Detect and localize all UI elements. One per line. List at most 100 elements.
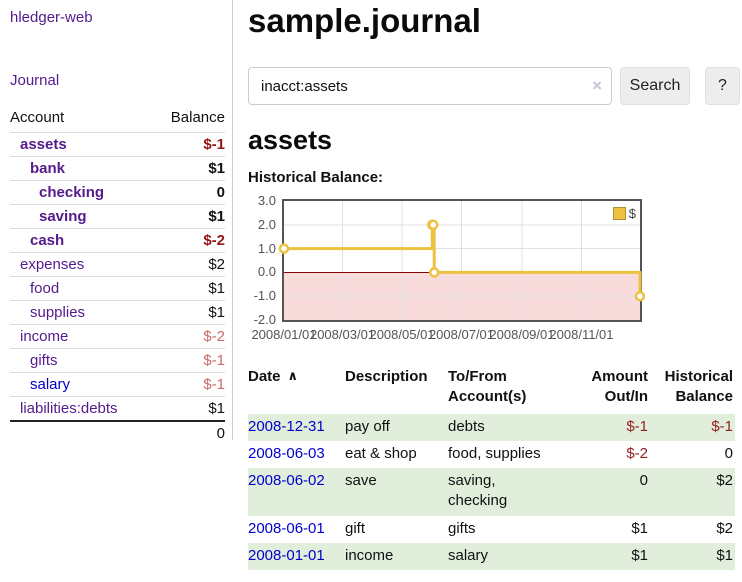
- transaction-date-link[interactable]: 2008-12-31: [248, 417, 325, 435]
- transaction-date-link[interactable]: 2008-06-02: [248, 472, 325, 489]
- transaction-date-link[interactable]: 2008-06-03: [248, 444, 325, 462]
- accounts-col-balance: Balance: [170, 109, 225, 126]
- y-tick-label: 3.0: [257, 193, 276, 208]
- cell-description: save: [345, 472, 377, 489]
- account-balance: $-2: [203, 232, 225, 249]
- cell-description: gift: [345, 519, 366, 537]
- sidebar-account-supplies[interactable]: supplies: [30, 304, 86, 321]
- sidebar-account-checking[interactable]: checking: [39, 184, 105, 201]
- chart-title: Historical Balance:: [248, 169, 384, 186]
- transaction-row: 2008-12-31 pay off debts $-1 $-1: [248, 413, 735, 441]
- col-accounts: To/From Account(s): [448, 368, 527, 406]
- sidebar-account-cash[interactable]: cash: [30, 232, 65, 249]
- cell-description: pay off: [345, 417, 390, 435]
- search-button[interactable]: Search: [620, 67, 690, 105]
- x-tick-label: 2008/01/01: [251, 327, 317, 342]
- cell-date: 2008-01-01: [248, 543, 345, 570]
- account-balance: $2: [208, 256, 225, 273]
- account-balance: 0: [216, 184, 225, 201]
- cell-date: 2008-12-31: [248, 414, 345, 441]
- account-balance: $-2: [203, 328, 225, 345]
- col-balance: Historical Balance: [664, 368, 733, 406]
- cell-description: eat & shop: [345, 444, 417, 462]
- account-heading: assets: [248, 125, 333, 155]
- clear-search-icon[interactable]: ×: [592, 76, 602, 96]
- accounts-total-balance: 0: [152, 420, 225, 445]
- sidebar-account-assets[interactable]: assets: [20, 136, 67, 153]
- accounts-total-row: 0: [10, 420, 225, 445]
- account-row: income $-2: [10, 324, 225, 349]
- cell-accounts: food, supplies: [448, 444, 541, 462]
- sidebar: hledger-web Journal Account Balance asse…: [0, 0, 233, 445]
- help-button[interactable]: ?: [705, 67, 740, 105]
- account-row: food $1: [10, 276, 225, 301]
- cell-amount: $-2: [626, 444, 648, 462]
- y-tick-label: -2.0: [253, 312, 276, 327]
- cell-amount: 0: [639, 472, 648, 489]
- chart-x-axis: 2008/01/01 2008/03/01 2008/05/01 2008/07/01…: [251, 327, 640, 342]
- transaction-date-link[interactable]: 2008-01-01: [248, 546, 325, 564]
- legend-label: $: [628, 206, 636, 221]
- accounts-header-row: Account Balance: [10, 106, 225, 133]
- account-balance: $-1: [203, 136, 225, 153]
- cell-balance: $1: [716, 546, 733, 564]
- sidebar-account-salary[interactable]: salary: [30, 376, 71, 393]
- cell-amount: $-1: [626, 417, 648, 435]
- sidebar-account-income[interactable]: income: [20, 328, 69, 345]
- cell-balance: 0: [724, 444, 733, 462]
- sidebar-account-bank[interactable]: bank: [30, 160, 66, 177]
- sidebar-account-saving[interactable]: saving: [39, 208, 87, 225]
- account-row: checking 0: [10, 180, 225, 205]
- account-row: salary $-1: [10, 372, 225, 397]
- sidebar-item-journal[interactable]: Journal: [10, 72, 60, 89]
- sort-ascending-icon: ∧: [287, 368, 299, 383]
- app-title-link[interactable]: hledger-web: [10, 9, 93, 26]
- cell-accounts: salary: [448, 546, 489, 564]
- col-date[interactable]: Date ∧: [248, 368, 299, 385]
- account-row: bank $1: [10, 156, 225, 181]
- cell-amount: $1: [631, 519, 648, 537]
- search-bar: × Search ?: [248, 67, 742, 105]
- transactions-header-row: Date ∧ Description To/From Account(s) Amo…: [248, 365, 735, 414]
- x-tick-label: 2008/03/01: [309, 327, 376, 342]
- x-tick-label: 2008/09/01: [489, 327, 555, 342]
- account-balance: $1: [208, 208, 225, 225]
- sidebar-account-expenses[interactable]: expenses: [20, 256, 85, 273]
- account-balance: $-1: [203, 352, 225, 369]
- accounts-col-account: Account: [10, 109, 65, 126]
- account-balance: $1: [208, 304, 225, 321]
- col-amount: Amount Out/In: [591, 368, 648, 406]
- y-tick-label: 1.0: [257, 240, 276, 256]
- x-tick-label: 2008/07/01: [428, 327, 495, 342]
- cell-date: 2008-06-03: [248, 441, 345, 468]
- y-tick-label: -1.0: [253, 288, 276, 304]
- accounts-table: Account Balance assets $-1 bank $1 checking 0…: [10, 106, 225, 445]
- chart-plot-area: $: [278, 199, 646, 322]
- chart-legend: $: [612, 206, 636, 221]
- account-row: gifts $-1: [10, 348, 225, 373]
- sidebar-account-liabilities-debts[interactable]: liabilities:debts: [20, 400, 118, 417]
- sidebar-account-gifts[interactable]: gifts: [30, 352, 58, 369]
- transaction-date-link[interactable]: 2008-06-01: [248, 519, 325, 537]
- account-row: cash $-2: [10, 228, 225, 253]
- account-row: assets $-1: [10, 132, 225, 157]
- sidebar-account-food[interactable]: food: [30, 280, 60, 297]
- x-tick-label: 2008/05/01: [369, 327, 435, 342]
- cell-accounts: debts: [448, 417, 485, 435]
- account-row: expenses $2: [10, 252, 225, 277]
- transactions-table: Date ∧ Description To/From Account(s) Amo…: [248, 365, 735, 570]
- main-content: sample.journal × Search ? assets Histori…: [248, 0, 742, 570]
- cell-amount: $1: [631, 546, 648, 564]
- account-balance: $1: [208, 280, 225, 297]
- cell-description: income: [345, 546, 394, 564]
- account-balance: $1: [208, 400, 225, 417]
- y-tick-label: 0.0: [257, 264, 276, 280]
- legend-swatch-icon: [612, 207, 626, 220]
- account-row: liabilities:debts $1: [10, 396, 225, 422]
- cell-accounts: saving, checking: [448, 472, 508, 510]
- account-balance: $-1: [203, 376, 225, 393]
- cell-date: 2008-06-02: [248, 468, 345, 516]
- x-tick-label: 2008/11/01: [549, 327, 614, 342]
- search-input[interactable]: [248, 67, 612, 105]
